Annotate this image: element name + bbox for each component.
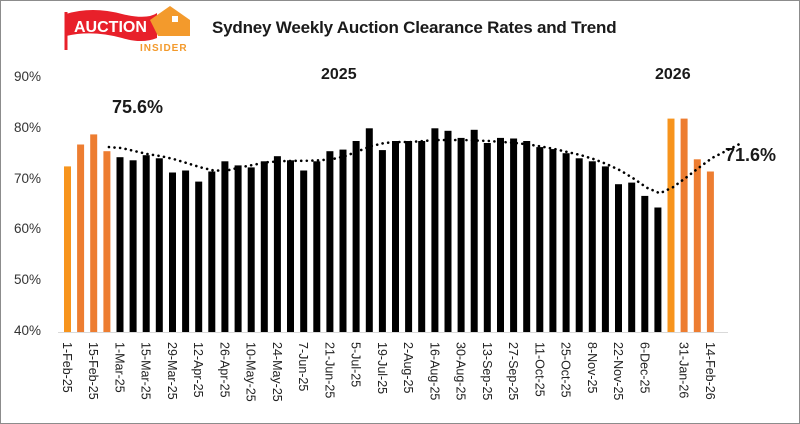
bar	[313, 161, 321, 332]
bar	[247, 167, 255, 332]
x-tick-label: 7-Jun-25	[296, 342, 311, 392]
bar	[641, 195, 649, 332]
bar	[234, 165, 242, 332]
y-tick-label: 40%	[14, 323, 42, 338]
bar	[523, 141, 531, 332]
x-tick-label: 10-May-25	[243, 342, 258, 402]
x-tick-label: 2-Aug-25	[401, 342, 416, 394]
logo-house-icon	[150, 6, 190, 36]
y-tick-label: 80%	[14, 120, 42, 135]
x-tick-label: 29-Mar-25	[165, 342, 179, 400]
bar	[444, 130, 452, 332]
bar	[90, 134, 98, 332]
bar	[169, 172, 176, 332]
bar	[339, 149, 347, 332]
logo-flag-icon	[66, 10, 157, 41]
bar	[628, 182, 636, 332]
bar	[77, 144, 85, 332]
bar	[418, 141, 426, 332]
x-tick-label: 1-Mar-25	[112, 342, 127, 393]
bar	[431, 128, 439, 332]
bar	[457, 137, 465, 332]
bar	[273, 156, 281, 332]
x-tick-label: 6-Dec-25	[637, 342, 652, 394]
y-tick-label: 70%	[14, 171, 42, 186]
x-tick-label: 24-May-25	[269, 342, 284, 402]
bar	[562, 153, 570, 332]
svg-text:AUCTION: AUCTION	[74, 19, 147, 36]
bar	[654, 207, 662, 332]
value-annotation: 75.6%	[112, 97, 164, 117]
bar	[667, 118, 675, 332]
bar	[680, 118, 688, 332]
bar	[510, 138, 518, 332]
bar	[116, 157, 124, 332]
year-label: 2026	[655, 66, 691, 83]
bar	[706, 171, 714, 332]
bar	[365, 128, 373, 332]
trend-line	[107, 138, 740, 195]
x-tick-label: 15-Feb-25	[86, 342, 101, 400]
bar	[549, 149, 557, 332]
bar	[195, 181, 203, 332]
year-label: 2025	[321, 66, 357, 83]
x-tick-label: 14-Feb-26	[702, 342, 717, 400]
bar	[300, 170, 308, 332]
x-tick-label: 25-Oct-25	[558, 342, 573, 398]
bar	[260, 161, 268, 332]
bar	[142, 155, 150, 332]
x-tick-label: 21-Jun-25	[322, 342, 337, 399]
bar	[182, 170, 190, 332]
x-tick-label: 19-Jul-25	[374, 342, 389, 395]
bar	[208, 171, 216, 332]
bar	[536, 147, 544, 332]
bar	[326, 151, 334, 332]
bar	[129, 160, 137, 332]
value-annotation: 71.6%	[725, 145, 777, 165]
bar	[601, 166, 609, 332]
bar	[588, 161, 596, 332]
bar	[405, 141, 413, 332]
auction-insider-logo: AUCTION INSIDER	[64, 6, 190, 54]
x-tick-label: 31-Jan-26	[676, 342, 691, 399]
bar	[392, 141, 399, 332]
x-tick-label: 12-Apr-25	[191, 342, 206, 398]
bar	[470, 129, 478, 332]
chart-title: Sydney Weekly Auction Clearance Rates an…	[212, 18, 617, 37]
bar	[483, 143, 491, 332]
x-tick-label: 16-Aug-25	[427, 342, 442, 401]
x-tick-label: 5-Jul-25	[348, 342, 363, 388]
x-tick-label: 30-Aug-25	[453, 342, 468, 401]
bar	[575, 158, 583, 332]
bar	[221, 161, 229, 332]
bar	[497, 137, 504, 332]
x-tick-label: 11-Oct-25	[532, 342, 547, 397]
bar	[615, 184, 622, 332]
bar	[378, 150, 386, 332]
bar	[287, 160, 294, 332]
x-tick-label: 15-Mar-25	[138, 342, 153, 400]
bar	[64, 166, 71, 332]
y-tick-label: 60%	[14, 221, 42, 236]
bar	[352, 141, 360, 332]
x-tick-label: 22-Nov-25	[611, 342, 625, 401]
bar	[103, 151, 111, 332]
y-tick-label: 50%	[14, 272, 42, 287]
bar	[693, 159, 701, 332]
x-tick-label: 8-Nov-25	[584, 342, 599, 394]
svg-text:INSIDER: INSIDER	[140, 43, 188, 54]
x-tick-label: 27-Sep-25	[506, 342, 521, 401]
y-tick-label: 90%	[14, 69, 42, 84]
bar	[155, 158, 163, 332]
x-tick-label: 1-Feb-25	[60, 342, 74, 393]
x-tick-label: 13-Sep-25	[479, 342, 494, 401]
x-tick-label: 26-Apr-25	[217, 342, 232, 398]
